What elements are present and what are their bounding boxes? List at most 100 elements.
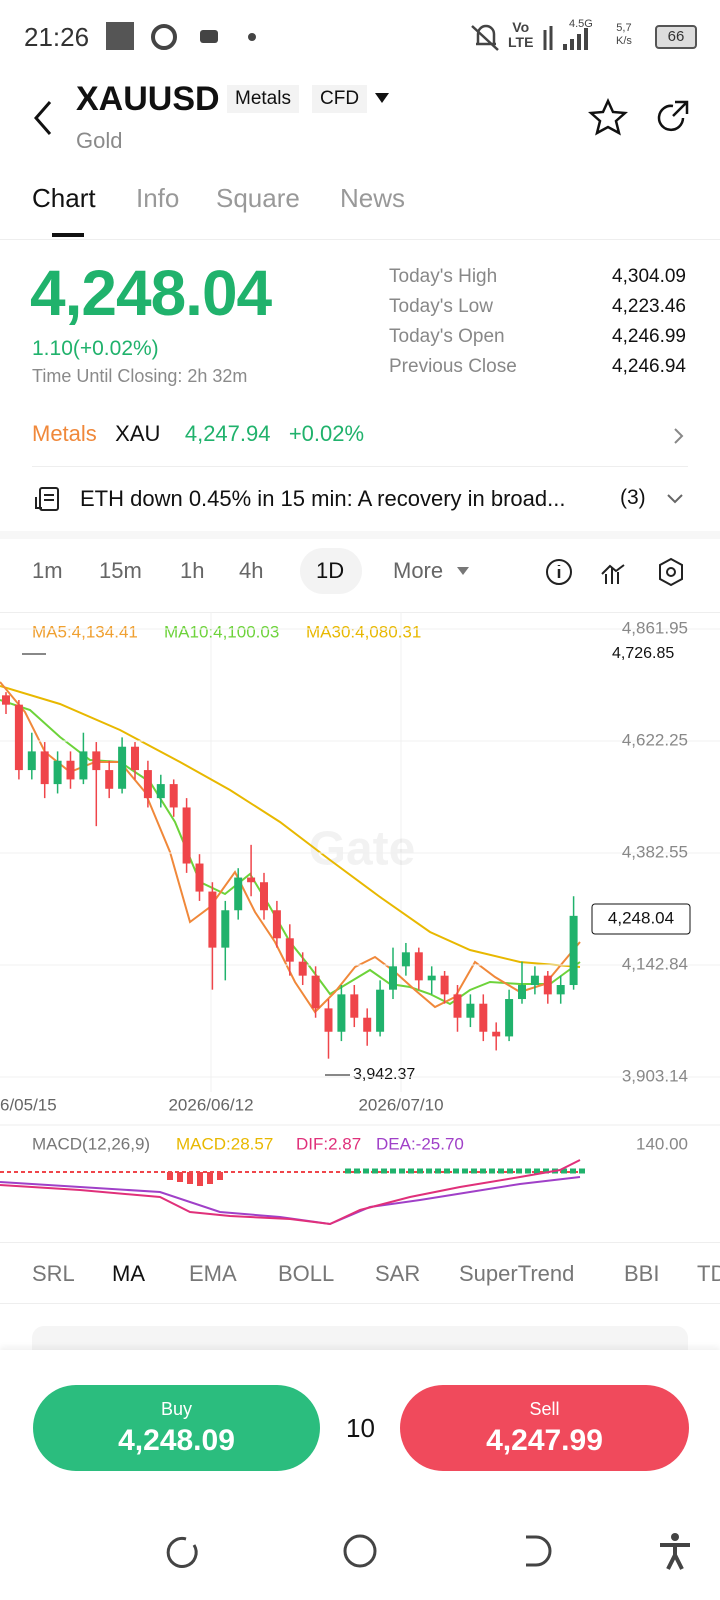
candle-body — [40, 751, 49, 785]
candle-body — [350, 994, 359, 1018]
date-label: 6/05/15 — [0, 1095, 57, 1114]
stat-label: Today's High — [389, 266, 498, 287]
y-tick-label: 4,622.25 — [622, 730, 688, 749]
volte-top: Vo — [512, 19, 530, 35]
chevron-right — [674, 428, 684, 444]
related-price: 4,247.94 — [184, 421, 271, 446]
candle-body — [298, 961, 307, 976]
related-row[interactable]: Metals XAU 4,247.94 +0.02% — [32, 421, 364, 447]
battery: 66 — [655, 25, 697, 49]
news-count: (3) — [620, 486, 646, 509]
macd-title: MACD(12,26,9) — [32, 1134, 150, 1153]
divider — [32, 466, 688, 467]
buy-label: Buy — [160, 1399, 193, 1419]
chart-tools[interactable] — [544, 556, 694, 588]
last-price: 4,248.04 — [30, 257, 272, 329]
indicator-tab[interactable]: SuperTrend — [459, 1261, 575, 1286]
indicator-tab[interactable]: EMA — [189, 1261, 237, 1286]
closing-time: Time Until Closing: 2h 32m — [32, 366, 247, 387]
candle-body — [234, 877, 243, 911]
timeframe[interactable]: More — [393, 558, 444, 583]
high-annotation: 4,726.85 — [612, 645, 674, 662]
panel-placeholder — [32, 1326, 688, 1352]
candle-body — [247, 877, 256, 883]
tab[interactable]: Chart — [32, 183, 96, 213]
y-tick-label: 3,903.14 — [622, 1066, 688, 1085]
candle-body — [505, 999, 514, 1037]
timeframe[interactable]: 4h — [239, 558, 264, 583]
closing-label: Time Until Closing: — [32, 366, 183, 386]
section-gap — [0, 531, 720, 539]
tab[interactable]: News — [340, 183, 406, 213]
candle-body — [440, 975, 449, 995]
status-icons — [151, 24, 256, 50]
candle-body — [79, 751, 88, 780]
indicator-tab[interactable]: SAR — [375, 1261, 421, 1286]
news-icon — [35, 487, 59, 511]
candle-body — [466, 1003, 475, 1018]
related-change: +0.02% — [288, 421, 365, 446]
candlestick-chart: Gate MA5:4,134.41 MA10:4,100.03 MA30:4,0… — [0, 612, 720, 1242]
timeframe[interactable]: 1m — [32, 558, 63, 583]
indicator-tab[interactable]: BBI — [624, 1261, 660, 1286]
candle-body — [14, 704, 23, 771]
quantity[interactable]: 10 — [346, 1413, 375, 1443]
stat-value: 4,246.94 — [612, 356, 686, 377]
tab[interactable]: Square — [216, 183, 300, 213]
ma5-line — [0, 681, 581, 1014]
nav-bar[interactable] — [150, 1531, 710, 1571]
candle-body — [260, 882, 268, 911]
signal-icon — [543, 26, 588, 50]
closing-value: 2h 32m — [187, 366, 248, 386]
related-symbol: XAU — [115, 421, 161, 446]
chevron-down[interactable] — [666, 492, 684, 506]
candle-body — [543, 975, 552, 995]
tab[interactable]: Info — [136, 183, 180, 213]
share-button[interactable] — [653, 98, 693, 138]
timeframe[interactable]: 1h — [180, 558, 205, 583]
candle-body — [285, 938, 294, 962]
timeframe[interactable]: 1D — [316, 558, 345, 583]
candle-body — [569, 915, 578, 986]
candle-body — [208, 891, 217, 948]
candle-body — [27, 751, 36, 771]
tag[interactable]: CFD — [312, 85, 368, 113]
sell-button[interactable]: Sell 4,247.99 — [400, 1385, 689, 1471]
ma-label: MA10:4,100.03 — [164, 622, 279, 641]
buy-button[interactable]: Buy 4,248.09 — [33, 1385, 320, 1471]
candle-body — [453, 994, 462, 1018]
candle-body — [221, 910, 230, 948]
candle-body — [195, 863, 204, 892]
news-text[interactable]: ETH down 0.45% in 15 min: A recovery in … — [80, 486, 566, 511]
dropdown-arrow[interactable] — [456, 566, 470, 576]
favorite-button[interactable] — [588, 98, 628, 138]
dif-value: DIF:2.87 — [296, 1134, 361, 1153]
indicator-tab[interactable]: MA — [112, 1261, 145, 1286]
stat-value: 4,246.99 — [612, 326, 686, 347]
candle-body — [337, 994, 346, 1032]
tag: Metals — [227, 85, 299, 113]
back-button[interactable] — [30, 98, 60, 138]
candle-body — [492, 1031, 501, 1037]
candle-body — [53, 760, 62, 785]
stat-label: Previous Close — [389, 356, 517, 377]
tab-indicator — [52, 233, 84, 237]
candle-body — [169, 784, 178, 808]
indicator-tab[interactable]: SRL — [32, 1261, 75, 1286]
candle-body — [427, 975, 436, 981]
candle-body — [272, 910, 281, 939]
indicator-tab[interactable]: BOLL — [278, 1261, 335, 1286]
y2-tick-label: 140.00 — [636, 1134, 688, 1153]
timeframe[interactable]: 15m — [99, 558, 142, 583]
indicator-tab[interactable]: TD — [697, 1261, 720, 1286]
date-label: 2026/06/12 — [168, 1095, 253, 1114]
y2-tick-label: -140.00 — [630, 1238, 688, 1242]
buy-price: 4,248.09 — [118, 1424, 235, 1457]
candle-body — [66, 760, 75, 780]
candle-body — [324, 1008, 333, 1032]
candle-body — [118, 746, 127, 789]
dropdown-arrow[interactable] — [374, 92, 390, 104]
y-tick-label: 4,382.55 — [622, 842, 688, 861]
network: 4.5G — [569, 18, 593, 30]
candle-body — [156, 784, 165, 799]
